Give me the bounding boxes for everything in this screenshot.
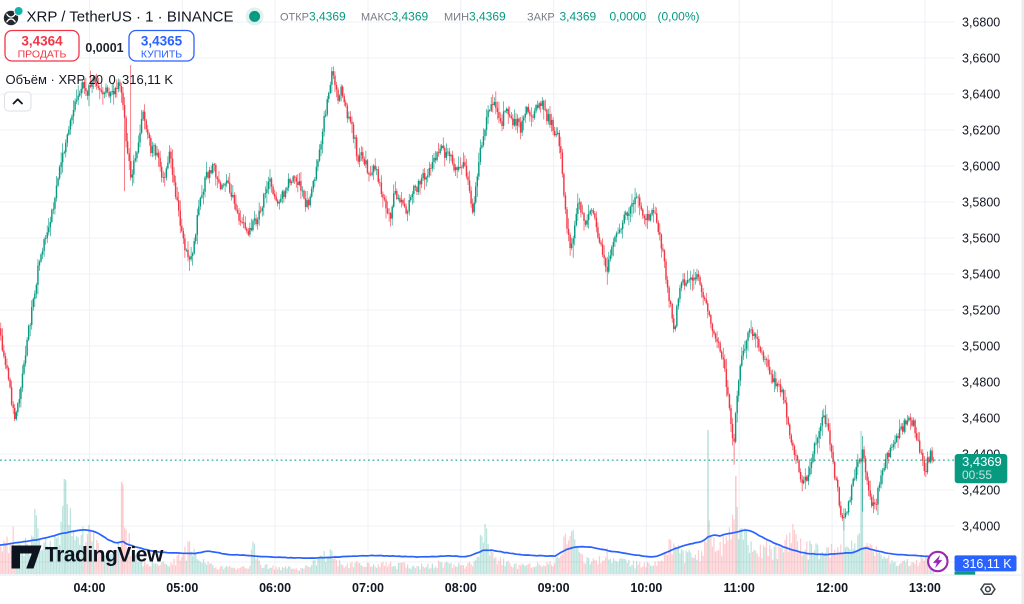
- svg-text:3,4364: 3,4364: [21, 34, 63, 49]
- svg-text:3,4600: 3,4600: [962, 411, 1000, 425]
- svg-text:316,11 K: 316,11 K: [122, 72, 173, 87]
- svg-text:3,4369: 3,4369: [392, 10, 429, 24]
- svg-text:3,4369: 3,4369: [962, 454, 1002, 469]
- svg-text:13:00: 13:00: [909, 581, 941, 595]
- svg-text:316,11 K: 316,11 K: [963, 557, 1013, 571]
- svg-text:ОТКР: ОТКР: [280, 12, 309, 24]
- svg-text:3,4369: 3,4369: [560, 10, 597, 24]
- svg-text:КУПИТЬ: КУПИТЬ: [141, 49, 182, 61]
- svg-text:ЗАКР: ЗАКР: [527, 12, 555, 24]
- svg-text:3,6800: 3,6800: [962, 15, 1000, 29]
- svg-text:МАКС: МАКС: [361, 12, 392, 24]
- svg-text:3,4000: 3,4000: [962, 519, 1000, 533]
- svg-text:05:00: 05:00: [166, 581, 198, 595]
- svg-text:TradingView: TradingView: [45, 544, 164, 567]
- svg-text:0,0000: 0,0000: [610, 10, 647, 24]
- svg-text:3,6400: 3,6400: [962, 87, 1000, 101]
- svg-text:06:00: 06:00: [259, 581, 291, 595]
- svg-text:3,6200: 3,6200: [962, 123, 1000, 137]
- svg-text:09:00: 09:00: [538, 581, 570, 595]
- svg-text:11:00: 11:00: [724, 581, 755, 595]
- svg-text:3,6600: 3,6600: [962, 51, 1000, 65]
- svg-text:3,4369: 3,4369: [469, 10, 506, 24]
- svg-text:ПРОДАТЬ: ПРОДАТЬ: [18, 49, 67, 61]
- svg-text:3,5200: 3,5200: [962, 303, 1000, 317]
- svg-text:12:00: 12:00: [816, 581, 848, 595]
- svg-text:3,4369: 3,4369: [309, 10, 346, 24]
- svg-text:3,5800: 3,5800: [962, 195, 1000, 209]
- svg-text:МИН: МИН: [444, 12, 469, 24]
- svg-text:3,5400: 3,5400: [962, 267, 1000, 281]
- svg-text:3,6000: 3,6000: [962, 159, 1000, 173]
- svg-text:3,5600: 3,5600: [962, 231, 1000, 245]
- svg-text:04:00: 04:00: [74, 581, 106, 595]
- svg-text:0,0001: 0,0001: [85, 41, 123, 55]
- svg-text:07:00: 07:00: [352, 581, 384, 595]
- svg-text:3,4800: 3,4800: [962, 375, 1000, 389]
- svg-text:10:00: 10:00: [630, 581, 662, 595]
- svg-text:08:00: 08:00: [445, 581, 477, 595]
- svg-text:3,4365: 3,4365: [141, 34, 183, 49]
- svg-text:3,4200: 3,4200: [962, 483, 1000, 497]
- svg-text:(0,00%): (0,00%): [658, 10, 700, 24]
- svg-text:Объём · XRP 20: Объём · XRP 20: [6, 72, 104, 87]
- svg-text:0: 0: [109, 72, 116, 87]
- svg-text:XRP / TetherUS · 1 · BINANCE: XRP / TetherUS · 1 · BINANCE: [27, 9, 234, 26]
- svg-text:00:55: 00:55: [962, 468, 992, 482]
- svg-text:3,5000: 3,5000: [962, 339, 1000, 353]
